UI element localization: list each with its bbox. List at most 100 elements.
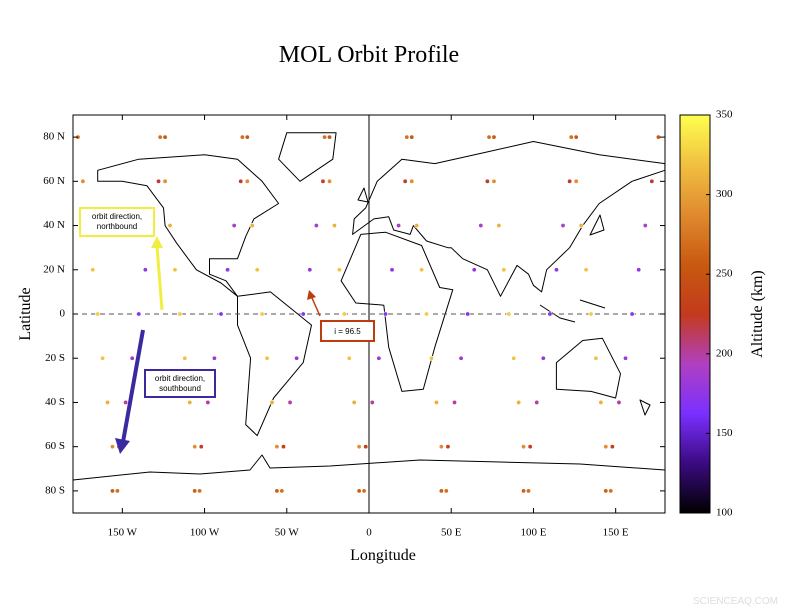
colorbar-tick-label: 300: [716, 188, 733, 200]
coastline: [357, 187, 651, 416]
annotation-box: [79, 207, 155, 237]
orbit-point: [244, 178, 250, 184]
arrow: [121, 329, 145, 443]
orbit-point: [259, 311, 265, 317]
orbit-point: [274, 444, 280, 450]
orbit-point: [287, 399, 293, 405]
colorbar: [679, 114, 711, 514]
orbit-point: [649, 178, 655, 184]
orbit-point: [484, 178, 490, 184]
orbit-point: [136, 311, 142, 317]
orbit-point: [244, 134, 250, 140]
orbit-point: [491, 134, 497, 140]
x-tick-label: 0: [366, 527, 372, 539]
orbit-point: [616, 399, 622, 405]
orbit-point: [553, 267, 559, 273]
y-axis-label: Latitude: [17, 287, 34, 340]
orbit-point: [540, 355, 546, 361]
orbit-point: [636, 267, 642, 273]
annotation: orbit direction, southbound: [154, 374, 206, 393]
orbit-point: [402, 178, 408, 184]
orbit-point: [294, 355, 300, 361]
orbit-point: [351, 399, 357, 405]
orbit-point: [506, 311, 512, 317]
coastline: [237, 291, 312, 437]
arrow-head: [151, 236, 163, 248]
orbit-point: [424, 311, 430, 317]
orbit-point: [527, 444, 533, 450]
orbit-point: [369, 399, 375, 405]
orbit-point: [123, 399, 129, 405]
orbit-point: [409, 134, 415, 140]
orbit-point: [231, 223, 237, 229]
orbit-point: [609, 444, 615, 450]
coastline: [72, 454, 666, 481]
orbit-point: [567, 178, 573, 184]
orbit-point: [100, 355, 106, 361]
x-tick-label: 150 W: [108, 527, 138, 539]
orbit-point: [578, 223, 584, 229]
orbit-point: [307, 267, 313, 273]
orbit-point: [280, 444, 286, 450]
y-tick-label: 20 N: [43, 263, 65, 275]
orbit-point: [239, 134, 245, 140]
orbit-point: [162, 178, 168, 184]
arrow: [155, 245, 164, 311]
orbit-point: [356, 488, 362, 494]
orbit-point: [269, 399, 275, 405]
orbit-point: [177, 311, 183, 317]
arrow-head: [307, 290, 316, 300]
orbit-point: [521, 444, 527, 450]
chart-title: MOL Orbit Profile: [279, 42, 459, 68]
orbit-point: [192, 488, 198, 494]
orbit-point: [414, 223, 420, 229]
orbit-point: [327, 134, 333, 140]
orbit-point: [608, 488, 614, 494]
orbit-point: [80, 178, 86, 184]
orbit-point: [198, 444, 204, 450]
orbit-point: [114, 488, 120, 494]
orbit-point: [142, 267, 148, 273]
orbit-point: [655, 134, 661, 140]
orbit-point: [396, 223, 402, 229]
orbit-point: [560, 223, 566, 229]
orbit-point: [583, 267, 589, 273]
orbit-point: [516, 399, 522, 405]
annotation: i = 96.5: [334, 327, 361, 336]
orbit-point: [105, 399, 111, 405]
orbit-point: [363, 444, 369, 450]
colorbar-tick-label: 200: [716, 347, 733, 359]
orbit-point: [90, 267, 96, 273]
orbit-point: [458, 355, 464, 361]
orbit-point: [511, 355, 517, 361]
orbit-point: [322, 134, 328, 140]
orbit-point: [361, 488, 367, 494]
orbit-point: [300, 311, 306, 317]
orbit-point: [205, 399, 211, 405]
annotations: orbit direction, northbound orbit direct…: [79, 207, 375, 454]
orbit-point: [327, 178, 333, 184]
colorbar-tick-label: 250: [716, 268, 733, 280]
orbit-point: [433, 399, 439, 405]
orbit-point: [129, 355, 135, 361]
annotation-box: [320, 320, 375, 342]
annotation-box: [144, 369, 216, 398]
orbit-point: [167, 223, 173, 229]
orbit-point: [341, 311, 347, 317]
orbit-point: [225, 267, 231, 273]
orbit-point: [279, 488, 285, 494]
coastline: [97, 154, 280, 297]
orbit-point: [172, 267, 178, 273]
x-tick-label: 50 E: [441, 527, 462, 539]
orbit-point: [491, 178, 497, 184]
orbit-point: [313, 223, 319, 229]
coastline: [555, 337, 621, 399]
orbit-point: [573, 178, 579, 184]
orbit-point: [211, 355, 217, 361]
x-tick-label: 100 W: [190, 527, 220, 539]
orbit-point: [109, 444, 115, 450]
y-tick-label: 80 S: [45, 484, 65, 496]
orbit-point: [249, 223, 255, 229]
orbit-point: [376, 355, 382, 361]
